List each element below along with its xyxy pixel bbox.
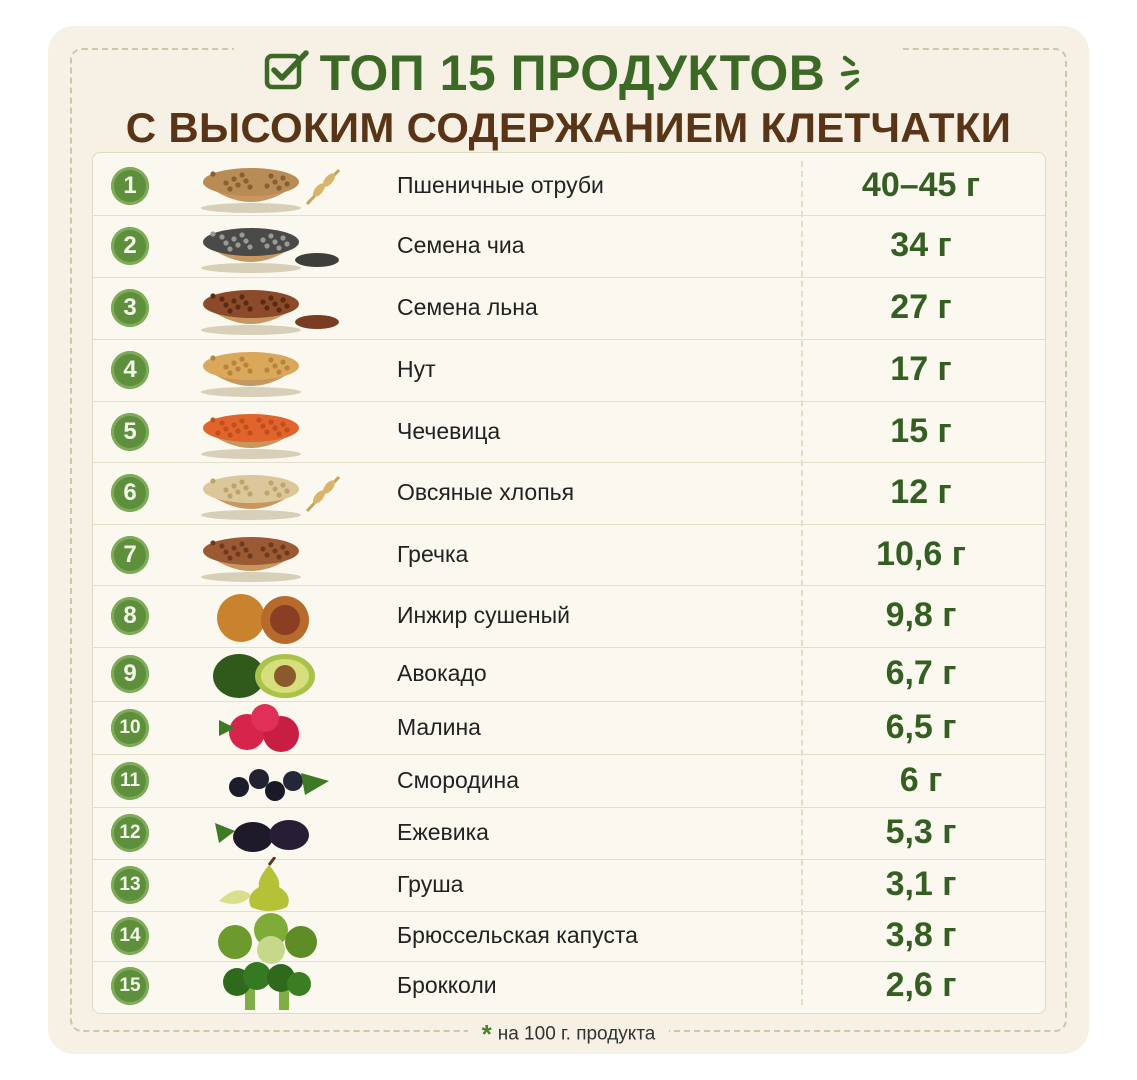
title-line-1: ТОП 15 ПРОДУКТОВ xyxy=(233,45,904,102)
footnote-text: на 100 г. продукта xyxy=(497,1023,656,1045)
table-row: 6 Овсяные хлопья 12 г xyxy=(93,462,1045,525)
fiber-value: 34 г xyxy=(890,226,952,264)
flax-seeds-image xyxy=(189,280,349,336)
table-row: 2 Семена чиа 34 г xyxy=(93,215,1045,278)
product-name: Гречка xyxy=(397,540,469,567)
table-row: 8 Инжир сушеный 9,8 г xyxy=(93,585,1045,648)
rank-badge: 2 xyxy=(111,227,149,265)
table-row: 5 Чечевица 15 г xyxy=(93,401,1045,463)
fiber-value: 40–45 г xyxy=(861,166,981,204)
rank-badge: 4 xyxy=(111,351,149,389)
fiber-value: 3,8 г xyxy=(885,916,957,954)
rank-badge: 5 xyxy=(111,412,149,451)
product-name: Семена льна xyxy=(397,294,538,320)
product-name: Малина xyxy=(397,713,481,740)
product-name: Смородина xyxy=(397,766,520,793)
table-row: 11 Смородина 6 г xyxy=(93,754,1045,808)
fiber-value: 6 г xyxy=(899,760,943,799)
fiber-value: 9,8 г xyxy=(885,596,957,634)
table-row: 12 Ежевика 5,3 г xyxy=(93,807,1045,860)
fiber-value: 5,3 г xyxy=(885,813,957,851)
rank-badge: 3 xyxy=(111,289,149,327)
table-row: 1 Пшеничные отруби 40–45 г xyxy=(93,157,1045,216)
table-row: 14 Брюссельская капуста 3,8 г xyxy=(93,908,1045,964)
fiber-value: 12 г xyxy=(890,473,952,511)
oat-flakes-image xyxy=(189,465,349,521)
fiber-value: 15 г xyxy=(890,411,952,450)
page-subtitle: С ВЫСОКИМ СОДЕРЖАНИЕМ КЛЕТЧАТКИ xyxy=(111,104,1026,152)
broccoli-image xyxy=(189,958,349,1014)
product-name: Пшеничные отруби xyxy=(397,172,604,198)
table-row: 4 Нут 17 г xyxy=(93,339,1045,402)
buckwheat-image xyxy=(189,527,349,583)
raspberry-image xyxy=(189,700,349,756)
asterisk-icon: * xyxy=(481,1019,492,1049)
rank-badge: 11 xyxy=(111,761,149,800)
fiber-value: 2,6 г xyxy=(885,966,957,1004)
rank-badge: 12 xyxy=(111,814,149,852)
table-row: 13 Груша 3,1 г xyxy=(93,856,1045,913)
sparkle-lines-icon xyxy=(839,48,873,102)
rank-badge: 7 xyxy=(111,535,149,574)
fiber-value: 17 г xyxy=(890,350,952,388)
checkbox-check-icon xyxy=(264,46,310,100)
rank-badge: 1 xyxy=(111,167,149,205)
product-name: Брокколи xyxy=(397,972,497,998)
page-title: ТОП 15 ПРОДУКТОВ xyxy=(319,45,826,101)
footnote-content: * на 100 г. продукта xyxy=(467,1019,670,1050)
rank-badge: 14 xyxy=(111,917,149,955)
product-name: Семена чиа xyxy=(397,232,525,258)
product-name: Инжир сушеный xyxy=(397,602,570,628)
fiber-value: 6,7 г xyxy=(885,654,957,692)
product-name: Нут xyxy=(397,356,436,382)
wheat-bran-image xyxy=(189,158,349,214)
brussels-sprouts-image xyxy=(189,908,349,964)
lentils-image xyxy=(189,404,349,460)
fiber-value: 6,5 г xyxy=(885,707,957,746)
avocado-image xyxy=(189,646,349,702)
table-row: 15 Брокколи 2,6 г xyxy=(93,961,1045,1011)
product-name: Груша xyxy=(397,871,464,897)
rank-badge: 10 xyxy=(111,708,149,747)
table-row: 9 Авокадо 6,7 г xyxy=(93,647,1045,702)
table-row: 10 Малина 6,5 г xyxy=(93,701,1045,755)
footnote: * на 100 г. продукта xyxy=(48,1019,1089,1050)
product-name: Авокадо xyxy=(397,660,487,686)
dried-figs-image xyxy=(189,588,349,644)
table-row: 7 Гречка 10,6 г xyxy=(93,524,1045,586)
rank-badge: 13 xyxy=(111,866,149,904)
pear-image xyxy=(189,856,349,913)
fiber-value: 3,1 г xyxy=(885,865,957,903)
fiber-table: 1 Пшеничные отруби 40–45 г 2 Семена чиа 34 г 3… xyxy=(92,152,1046,1014)
rank-badge: 6 xyxy=(111,474,149,512)
product-name: Брюссельская капуста xyxy=(397,922,638,948)
rank-badge: 8 xyxy=(111,597,149,635)
product-name: Ежевика xyxy=(397,819,489,845)
blackberry-image xyxy=(189,805,349,861)
infographic-card: ТОП 15 ПРОДУКТОВ С ВЫСОКИМ СОДЕРЖАНИЕМ К… xyxy=(48,26,1089,1054)
chickpeas-image xyxy=(189,342,349,398)
product-name: Овсяные хлопья xyxy=(397,479,575,505)
chia-seeds-image xyxy=(189,218,349,274)
blackcurrant-image xyxy=(189,753,349,809)
fiber-value: 10,6 г xyxy=(876,534,966,573)
table-row: 3 Семена льна 27 г xyxy=(93,277,1045,340)
column-divider xyxy=(801,161,803,1005)
product-name: Чечевица xyxy=(397,417,501,444)
rank-badge: 9 xyxy=(111,655,149,693)
fiber-value: 27 г xyxy=(890,288,952,326)
header: ТОП 15 ПРОДУКТОВ С ВЫСОКИМ СОДЕРЖАНИЕМ К… xyxy=(48,46,1089,152)
rank-badge: 15 xyxy=(111,967,149,1005)
